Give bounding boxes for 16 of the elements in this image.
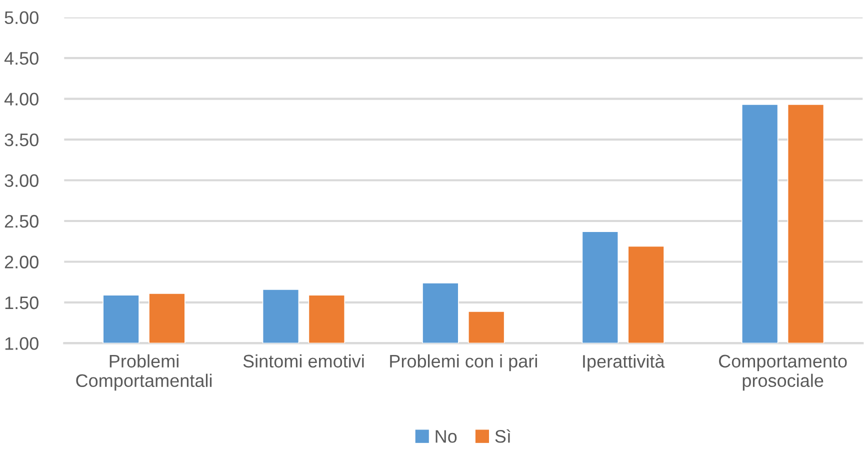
x-tick-label: Problemi con i pari xyxy=(390,354,537,372)
x-tick-label: Problemi Comportamentali xyxy=(76,354,212,391)
y-tick-label: 1.50 xyxy=(5,296,38,310)
x-tick-label: Comportamento prosociale xyxy=(719,354,847,391)
legend-label: No xyxy=(436,430,457,443)
x-tick-label: Iperattività xyxy=(583,354,665,372)
y-tick-label: 3.50 xyxy=(4,133,38,146)
y-tick-label: 4.00 xyxy=(4,92,38,106)
y-tick-label: 1.00 xyxy=(5,337,38,350)
y-tick-label: 4.50 xyxy=(4,52,38,65)
y-tick-label: 2.50 xyxy=(4,214,38,228)
y-tick-label: 5.00 xyxy=(4,11,38,24)
x-tick-label: Sintomi emotivi xyxy=(243,354,364,368)
y-tick-label: 2.00 xyxy=(4,256,38,268)
y-tick-label: 3.00 xyxy=(4,174,38,187)
legend-label: Sì xyxy=(495,429,510,443)
